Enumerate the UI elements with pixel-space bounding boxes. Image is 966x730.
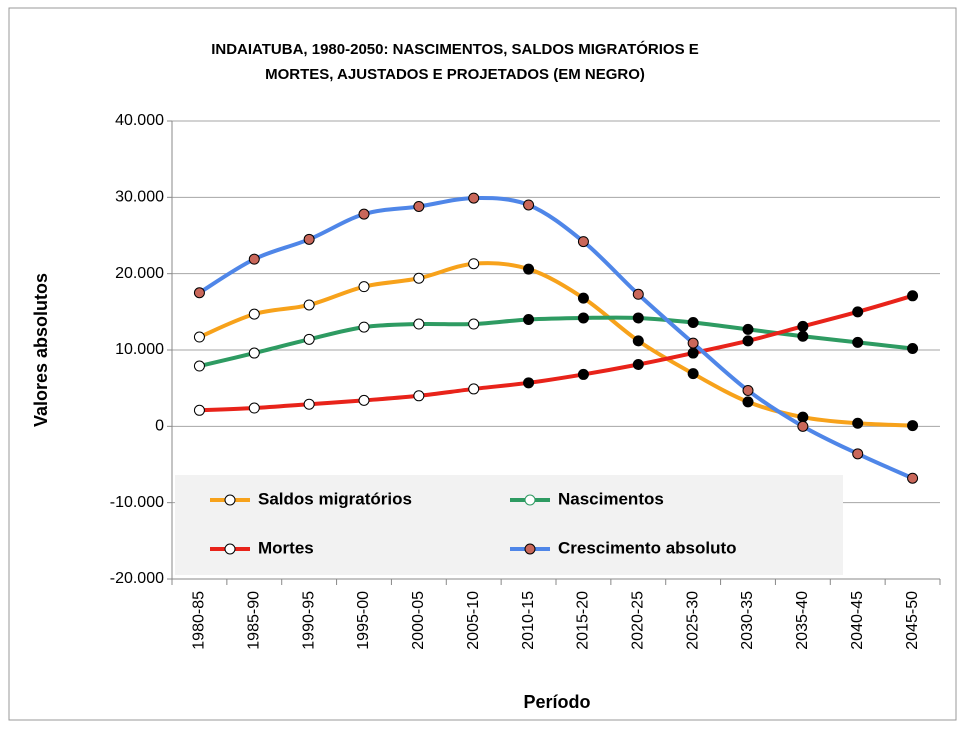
chart-frame	[8, 7, 957, 721]
y-tick-label: 20.000	[115, 265, 164, 282]
point	[907, 342, 919, 354]
y-tick-label: 30.000	[115, 189, 164, 206]
legend-marker	[524, 543, 536, 555]
point	[413, 318, 425, 330]
point	[523, 377, 535, 389]
y-tick-label: -10.000	[110, 494, 164, 511]
legend-label: Saldos migratórios	[258, 489, 412, 508]
legend	[175, 475, 843, 575]
point	[248, 402, 260, 414]
x-tick-label: 2000-05	[410, 591, 427, 650]
y-tick-label: 0	[155, 418, 164, 435]
point	[742, 396, 754, 408]
point	[303, 299, 315, 311]
point	[358, 281, 370, 293]
point	[468, 383, 480, 395]
legend-marker	[524, 494, 536, 506]
x-tick-label: 1985-90	[246, 591, 263, 650]
point	[742, 384, 754, 396]
point	[468, 192, 480, 204]
x-tick-label: 2030-35	[739, 591, 756, 650]
point	[742, 335, 754, 347]
point	[413, 272, 425, 284]
point	[358, 321, 370, 333]
y-axis-title: Valores absolutos	[31, 273, 51, 427]
point	[632, 359, 644, 371]
point	[577, 312, 589, 324]
x-tick-label: 2015-20	[575, 591, 592, 650]
point	[358, 394, 370, 406]
point	[852, 306, 864, 318]
point	[523, 263, 535, 275]
y-tick-label: 40.000	[115, 112, 164, 129]
point	[577, 292, 589, 304]
point	[248, 347, 260, 359]
x-tick-label: 2010-15	[520, 591, 537, 650]
point	[248, 308, 260, 320]
point	[907, 290, 919, 302]
x-tick-label: 2035-40	[794, 591, 811, 650]
x-tick-label: 1990-95	[300, 591, 317, 650]
legend-label: Nascimentos	[558, 489, 664, 508]
point	[687, 337, 699, 349]
point	[797, 411, 809, 423]
point	[852, 417, 864, 429]
point	[413, 200, 425, 212]
point	[523, 199, 535, 211]
point	[468, 258, 480, 270]
chart-title: MORTES, AJUSTADOS E PROJETADOS (EM NEGRO…	[265, 66, 645, 83]
point	[413, 390, 425, 402]
point	[632, 312, 644, 324]
point	[797, 330, 809, 342]
point	[193, 360, 205, 372]
x-tick-label: 2005-10	[465, 591, 482, 650]
x-axis-title: Período	[523, 692, 590, 712]
x-tick-label: 2020-25	[630, 591, 647, 650]
point	[303, 333, 315, 345]
point	[797, 320, 809, 332]
point	[248, 253, 260, 265]
x-tick-label: 2040-45	[849, 591, 866, 650]
point	[577, 368, 589, 380]
point	[852, 448, 864, 460]
y-tick-label: 10.000	[115, 341, 164, 358]
point	[193, 287, 205, 299]
x-tick-label: 1980-85	[191, 591, 208, 650]
legend-label: Crescimento absoluto	[558, 538, 737, 557]
legend-marker	[224, 543, 236, 555]
point	[907, 472, 919, 484]
point	[193, 331, 205, 343]
point	[852, 336, 864, 348]
point	[303, 398, 315, 410]
point	[907, 420, 919, 432]
point	[468, 318, 480, 330]
point	[742, 323, 754, 335]
point	[523, 313, 535, 325]
point	[687, 347, 699, 359]
legend-marker	[224, 494, 236, 506]
point	[303, 233, 315, 245]
x-tick-label: 2045-50	[904, 591, 921, 650]
point	[577, 236, 589, 248]
point	[797, 420, 809, 432]
point	[687, 368, 699, 380]
point	[358, 208, 370, 220]
point	[632, 288, 644, 300]
point	[193, 404, 205, 416]
series-line	[198, 261, 913, 428]
chart-title: INDAIATUBA, 1980-2050: NASCIMENTOS, SALD…	[211, 40, 699, 58]
point	[632, 335, 644, 347]
y-tick-label: -20.000	[110, 570, 164, 587]
point	[687, 317, 699, 329]
legend-label: Mortes	[258, 538, 314, 557]
x-tick-label: 1995-00	[355, 591, 372, 650]
x-tick-label: 2025-30	[684, 591, 701, 650]
